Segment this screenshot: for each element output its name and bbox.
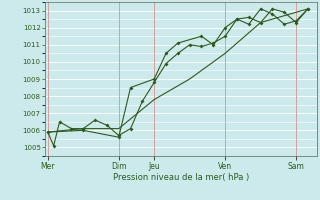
X-axis label: Pression niveau de la mer( hPa ): Pression niveau de la mer( hPa )	[113, 173, 249, 182]
